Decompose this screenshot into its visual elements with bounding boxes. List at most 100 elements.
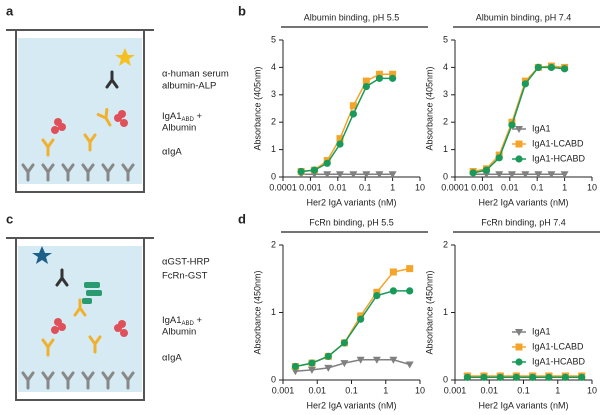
marker [508, 121, 516, 129]
marker [357, 315, 365, 323]
marker [349, 171, 358, 179]
marker [335, 171, 344, 179]
series-line [295, 359, 410, 372]
x-tick-label: 0.001 [471, 182, 494, 192]
panel-label: a [6, 3, 14, 18]
diagram-label: IgA1ABD + [162, 111, 203, 123]
marker [482, 166, 491, 174]
marker [496, 373, 504, 381]
legend-label: IgA1 [532, 123, 551, 133]
marker [534, 63, 542, 71]
marker [515, 329, 523, 336]
marker [362, 82, 370, 91]
marker [362, 77, 370, 85]
x-axis-label: Her2 IgA variants (nM) [306, 197, 396, 207]
marker [515, 140, 523, 148]
label-part: + [194, 111, 203, 122]
y-tick-label: 0 [271, 374, 276, 384]
x-tick-label: 0.1 [517, 385, 530, 395]
y-tick-label: 1 [271, 144, 276, 154]
marker [561, 373, 569, 381]
marker [340, 360, 349, 368]
marker [389, 74, 397, 82]
y-tick-label: 2 [443, 239, 448, 249]
marker [372, 356, 381, 364]
x-tick-label: 1 [555, 385, 560, 395]
marker [336, 135, 344, 143]
x-tick-label: 1 [383, 385, 388, 395]
legend-label: IgA1-HCABD [532, 153, 586, 163]
marker [310, 166, 319, 174]
x-tick-label: 0.001 [272, 385, 295, 395]
x-tick-label: 10 [587, 182, 597, 192]
marker [406, 265, 414, 273]
marker [561, 65, 569, 73]
well-diagram [6, 237, 154, 401]
x-tick-label: 0.001 [444, 385, 467, 395]
marker [507, 171, 516, 179]
marker [389, 356, 398, 364]
x-tick-label: 0.0001 [269, 182, 297, 192]
y-axis-label: Absorbance (405nm) [252, 66, 262, 150]
diagram-label: IgA1ABD + [162, 315, 203, 327]
panel-label: c [6, 211, 13, 226]
marker [362, 171, 371, 179]
label-sub: ABD [182, 117, 195, 123]
marker [515, 126, 523, 133]
marker [324, 364, 333, 372]
marker [547, 171, 556, 179]
y-tick-label: 1 [443, 307, 448, 317]
marker [389, 268, 397, 276]
y-tick-label: 2 [271, 239, 276, 249]
marker [375, 70, 383, 78]
x-tick-label: 1 [562, 182, 567, 192]
label-part: IgA1 [162, 315, 182, 326]
legend-label: IgA1 [532, 326, 551, 336]
y-axis-label: Absorbance (405nm) [424, 66, 434, 150]
diagram-label: FcRn-GST [162, 271, 208, 282]
diagram-label: albumin-ALP [162, 81, 216, 92]
x-tick-label: 0.01 [501, 182, 519, 192]
label-part: + [194, 315, 203, 326]
chart-title: Albumin binding, pH 7.4 [476, 12, 572, 22]
marker [480, 373, 488, 381]
chart-title: Albumin binding, pH 5.5 [304, 12, 400, 22]
y-tick-label: 0 [443, 374, 448, 384]
x-axis-label: Her2 IgA variants (nM) [478, 400, 568, 410]
marker [323, 159, 331, 167]
series-line [295, 267, 410, 368]
diagram-label: Albumin [162, 123, 196, 134]
label-sub: ABD [182, 321, 195, 327]
legend-label: IgA1-LCABD [532, 138, 584, 148]
x-tick-label: 0.1 [359, 182, 372, 192]
x-tick-label: 0.01 [480, 385, 498, 395]
marker [340, 339, 348, 347]
marker [388, 171, 397, 179]
marker [297, 167, 305, 176]
marker [521, 80, 529, 88]
marker [545, 373, 553, 381]
marker [495, 171, 504, 179]
diagram-label: α-human serum [162, 69, 229, 80]
label-part: IgA1 [162, 111, 182, 122]
marker [529, 373, 537, 381]
diagram-label: αIgA [162, 353, 182, 364]
marker [463, 373, 471, 381]
marker [406, 287, 414, 295]
x-axis-label: Her2 IgA variants (nM) [478, 197, 568, 207]
y-tick-label: 3 [443, 89, 448, 99]
y-tick-label: 4 [443, 62, 448, 72]
marker [469, 169, 477, 177]
marker [515, 155, 523, 163]
marker [375, 171, 384, 179]
diagram-label: Albumin [162, 327, 196, 338]
marker [547, 63, 556, 71]
marker [336, 140, 344, 148]
marker [515, 343, 523, 351]
x-tick-label: 0.001 [299, 182, 322, 192]
y-tick-label: 5 [443, 34, 448, 44]
y-tick-label: 2 [443, 117, 448, 127]
marker [515, 358, 523, 366]
marker [534, 171, 543, 179]
legend-label: IgA1-LCABD [532, 341, 584, 351]
